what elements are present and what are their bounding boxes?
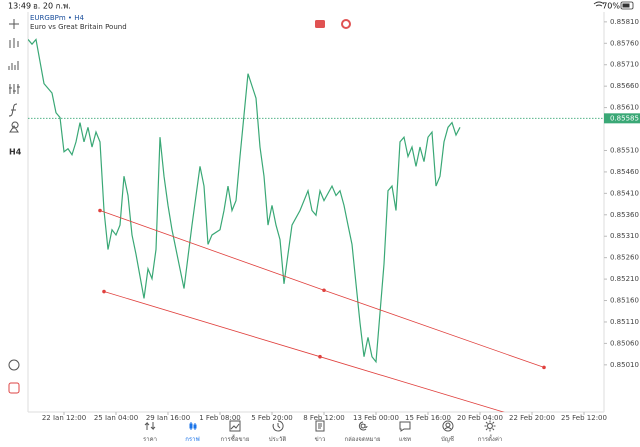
nav-item[interactable]: บัญชี bbox=[428, 420, 468, 447]
x-tick-label: 5 Feb 20:00 bbox=[251, 414, 292, 420]
trendline-anchor bbox=[102, 289, 106, 294]
nav-label: บัญชี bbox=[441, 436, 454, 443]
x-tick-label: 25 Feb 12:00 bbox=[561, 414, 607, 420]
y-tick-label: 0.85610 bbox=[610, 104, 639, 112]
trendline bbox=[99, 210, 545, 368]
y-tick-label: 0.85260 bbox=[610, 254, 639, 262]
y-tick-label: 0.85510 bbox=[610, 146, 639, 154]
objects-tool[interactable] bbox=[9, 121, 19, 133]
nav-label: แชท bbox=[399, 436, 411, 443]
x-tick-label: 1 Feb 08:00 bbox=[199, 414, 240, 420]
x-tick-label: 29 Jan 16:00 bbox=[146, 414, 190, 420]
nav-icon bbox=[144, 421, 156, 431]
trade-button[interactable] bbox=[315, 20, 325, 28]
nav-item[interactable]: กราฟ bbox=[173, 420, 213, 447]
wifi-icon bbox=[593, 1, 605, 7]
chart-subtitle: Euro vs Great Britain Pound bbox=[30, 23, 127, 31]
y-tick-label: 0.85060 bbox=[610, 339, 639, 347]
nav-label: กล่องจดหมาย bbox=[344, 436, 381, 443]
volume-tool[interactable] bbox=[8, 61, 19, 70]
nav-icon bbox=[315, 420, 325, 432]
battery-level bbox=[622, 3, 630, 8]
trendline bbox=[103, 291, 505, 412]
nav-item[interactable]: การตั้งค่า bbox=[470, 420, 510, 447]
nav-label: กราฟ bbox=[185, 436, 200, 443]
status-time: 13:49 bbox=[8, 2, 31, 11]
x-tick-label: 13 Feb 00:00 bbox=[353, 414, 399, 420]
nav-icon bbox=[229, 420, 241, 432]
bottom-nav: ราคา กราฟ การซื้อขาย ประวัติ ข่าว กล่องจดหมาย… bbox=[130, 420, 510, 447]
x-tick-label: 20 Feb 04:00 bbox=[457, 414, 503, 420]
chart-title: EURGBPm • H4 bbox=[30, 14, 85, 22]
status-date: อ. 20 ก.พ. bbox=[33, 2, 71, 11]
y-tick-label: 0.85710 bbox=[610, 61, 639, 69]
nav-label: ประวัติ bbox=[268, 436, 287, 443]
one-click-button[interactable] bbox=[341, 19, 351, 29]
y-tick-label: 0.85310 bbox=[610, 232, 639, 240]
account-tool[interactable] bbox=[8, 382, 20, 394]
y-tick-label: 0.85660 bbox=[610, 82, 639, 90]
function-tool[interactable] bbox=[8, 103, 18, 117]
nav-item[interactable]: ประวัติ bbox=[258, 420, 298, 447]
nav-label: ราคา bbox=[143, 436, 157, 443]
analytics-tool[interactable] bbox=[8, 359, 20, 371]
x-tick-label: 22 Jan 12:00 bbox=[42, 414, 86, 420]
nav-item[interactable]: กล่องจดหมาย bbox=[343, 420, 383, 447]
nav-item[interactable]: การซื้อขาย bbox=[215, 420, 255, 447]
y-tick-label: 0.85460 bbox=[610, 168, 639, 176]
indicator-tool[interactable] bbox=[9, 84, 20, 94]
x-tick-label: 8 Feb 12:00 bbox=[303, 414, 344, 420]
nav-icon bbox=[189, 422, 196, 430]
y-tick-label: 0.85810 bbox=[610, 18, 639, 26]
nav-icon bbox=[441, 420, 453, 432]
nav-item[interactable]: ข่าว bbox=[300, 420, 340, 447]
current-price-box bbox=[604, 113, 640, 124]
nav-icon bbox=[272, 420, 284, 432]
nav-icon bbox=[358, 421, 367, 431]
battery-icon bbox=[620, 1, 634, 10]
y-tick-label: 0.85110 bbox=[610, 318, 639, 326]
plot-area bbox=[28, 38, 604, 412]
x-tick-label: 25 Jan 04:00 bbox=[94, 414, 138, 420]
x-tick-label: 22 Feb 20:00 bbox=[509, 414, 555, 420]
chart-type-tool[interactable] bbox=[9, 38, 19, 48]
nav-label: การซื้อขาย bbox=[220, 436, 250, 443]
chart: 13:49 อ. 20 ก.พ. 70% H4 EURGBPm • H4 Eur… bbox=[8, 1, 640, 420]
trendline-anchor bbox=[322, 288, 326, 293]
y-tick-label: 0.85760 bbox=[610, 39, 639, 47]
y-tick-label: 0.85210 bbox=[610, 275, 639, 283]
nav-label: ข่าว bbox=[314, 436, 326, 443]
trendline-anchor bbox=[542, 365, 546, 370]
nav-item[interactable]: ราคา bbox=[130, 420, 170, 447]
x-tick-label: 15 Feb 16:00 bbox=[405, 414, 451, 420]
nav-item[interactable]: แชท bbox=[385, 420, 425, 447]
status-battery: 70% bbox=[602, 2, 620, 11]
y-tick-label: 0.85010 bbox=[610, 361, 639, 369]
crosshair-tool[interactable] bbox=[9, 19, 19, 29]
y-tick-label: 0.85410 bbox=[610, 189, 639, 197]
trendline-anchor bbox=[98, 208, 102, 213]
y-tick-label: 0.85360 bbox=[610, 211, 639, 219]
nav-label: การตั้งค่า bbox=[477, 436, 503, 443]
nav-icon bbox=[484, 420, 496, 432]
timeframe-button[interactable]: H4 bbox=[9, 148, 22, 157]
trendline-anchor bbox=[318, 354, 322, 359]
price-line bbox=[28, 38, 461, 364]
nav-icon bbox=[399, 421, 411, 432]
current-price-label: 0.85585 bbox=[610, 114, 639, 122]
y-tick-label: 0.85160 bbox=[610, 297, 639, 305]
